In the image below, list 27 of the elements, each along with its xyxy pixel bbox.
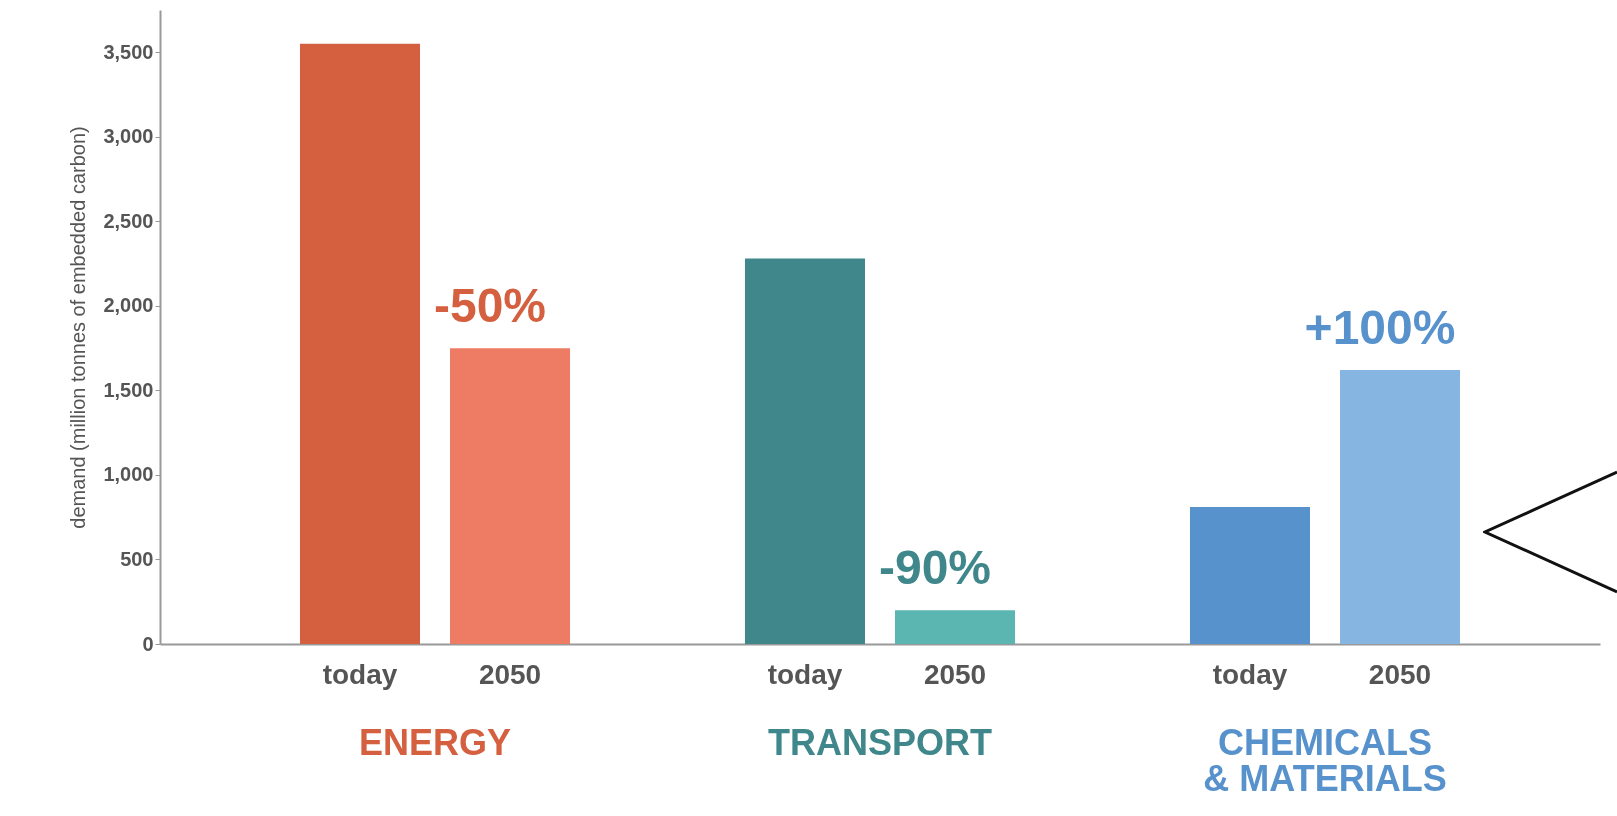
- y-axis-title: demand (million tonnes of embedded carbon): [67, 126, 90, 529]
- annotation: -90%: [878, 541, 992, 595]
- y-tick-label: 500: [120, 547, 154, 570]
- y-tick-label: 3,500: [103, 40, 154, 63]
- text: today: [1212, 659, 1288, 690]
- x-tick-label: TRANSPORT: [768, 722, 993, 763]
- x-tick-label: CHEMICALS & MATERIALS: [1203, 722, 1447, 799]
- text: 2050: [923, 659, 987, 690]
- series-label: today: [322, 659, 398, 690]
- bar: [1340, 370, 1461, 644]
- y-tick-label: 2,000: [103, 294, 154, 317]
- text: 2050: [1368, 659, 1432, 690]
- y-tick-label: 2,500: [103, 209, 154, 232]
- annotation: +100%: [1304, 301, 1456, 355]
- y-tick-label: 0: [142, 632, 154, 655]
- x-tick-label: ENERGY: [358, 722, 512, 763]
- y-tick-label: 1,500: [103, 378, 154, 401]
- bar: [450, 348, 571, 644]
- bar: [744, 258, 865, 644]
- bar: [1189, 507, 1310, 644]
- series-label: 2050: [478, 659, 542, 690]
- annotation: -50%: [433, 279, 547, 333]
- y-tick-label: 3,000: [103, 125, 154, 148]
- text: today: [767, 659, 843, 690]
- bar: [299, 43, 420, 644]
- bar: [895, 610, 1016, 644]
- y-tick-label: 1,000: [103, 463, 154, 486]
